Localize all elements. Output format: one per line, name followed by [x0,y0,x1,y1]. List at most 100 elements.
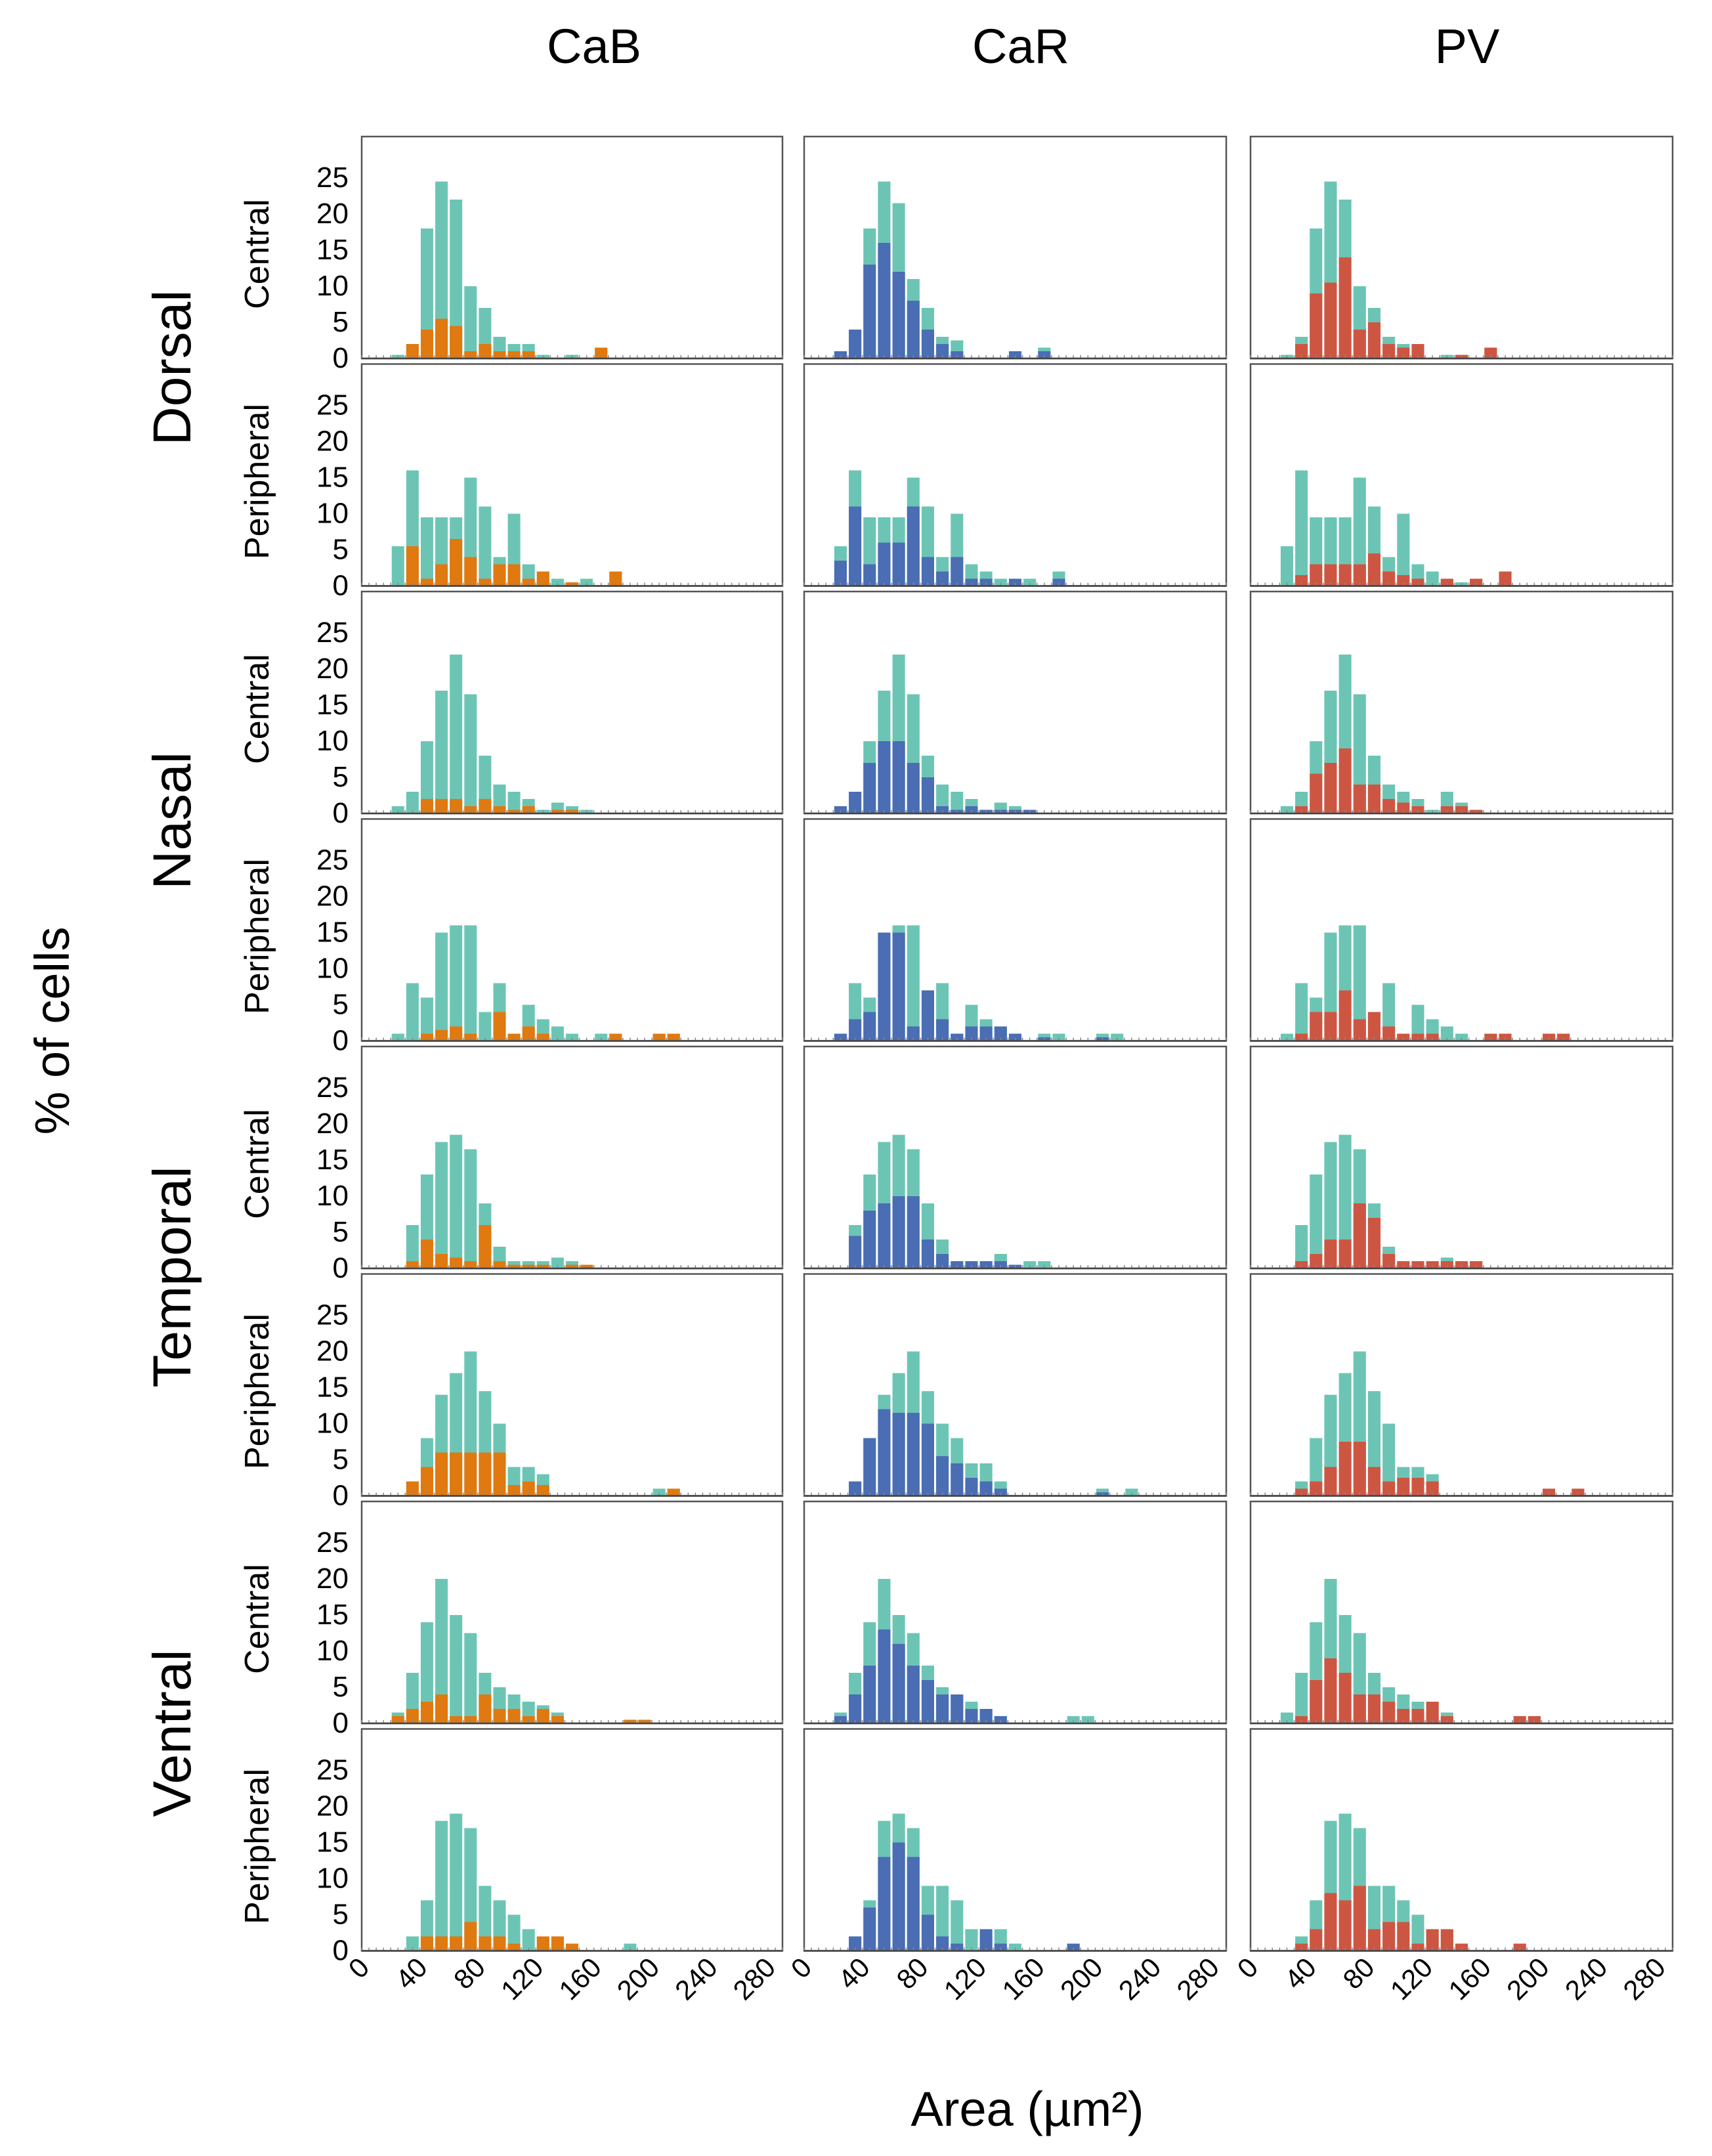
marker-bar [921,1680,934,1723]
marker-bar [1367,1467,1380,1496]
marker-bar [536,1485,549,1496]
marker-bar [878,741,891,813]
x-tick-label: 80 [1337,1952,1380,1995]
total-bar [391,1033,404,1041]
marker-bar [1440,1929,1453,1951]
panel-temporal-central-cab: 0 5 10 15 20 25 Central [238,1045,784,1284]
total-bar [450,1615,463,1723]
marker-bar [1310,1254,1323,1268]
marker-bar [994,1261,1007,1268]
x-tick-label: 80 [890,1952,933,1995]
marker-bar [892,1196,905,1268]
marker-bar [609,1033,622,1041]
total-bar [435,1579,448,1723]
marker-bar [1338,564,1352,586]
marker-bar [1382,1254,1396,1268]
y-tick-label: 5 [333,989,349,1021]
marker-bar [965,806,978,813]
marker-bar [551,1936,564,1951]
marker-bar [1455,1261,1468,1268]
total-bar [1295,1225,1308,1268]
marker-bar [863,564,876,586]
marker-bar [450,539,463,586]
x-tick-label: 160 [1442,1952,1497,2006]
marker-bar [1397,1033,1410,1041]
marker-bar [1067,1943,1080,1951]
marker-bar [1367,1929,1380,1951]
marker-bar [849,792,862,813]
marker-bar [609,571,622,586]
marker-bar [1353,785,1366,813]
marker-bar [907,1857,920,1951]
total-bar [420,1622,433,1723]
region-label-ventral: Ventral [142,1649,202,1817]
marker-bar [1008,351,1022,358]
marker-bar [979,1026,993,1041]
panel-dorsal-peripheral-car [803,363,1228,587]
marker-bar [536,1033,549,1041]
marker-bar [1367,553,1380,586]
y-tick-label: 20 [316,1563,349,1595]
marker-bar [1295,575,1308,586]
total-bar [464,925,477,1041]
marker-bar [493,564,506,586]
marker-bar [1397,575,1410,586]
column-title-pv: PV [1435,19,1500,74]
marker-bar [464,1452,477,1496]
marker-bar [450,799,463,813]
column-title-cab: CaB [547,19,641,74]
marker-bar [1397,802,1410,813]
panel-nasal-central-car [803,590,1228,815]
total-bar [391,806,404,813]
marker-bar [907,1196,920,1268]
marker-bar [951,1943,964,1951]
total-bar [1382,1423,1396,1496]
marker-bar [878,932,891,1041]
panel-ventral-central-pv [1249,1500,1674,1725]
marker-bar [936,1694,949,1723]
panel-nasal-central-cab: 0 5 10 15 20 25 Central [238,590,784,829]
marker-bar [667,1488,680,1496]
y-tick-label: 25 [316,844,349,876]
panel-ventral-peripheral-pv: 0 40 80 120 160 200 240 280 [1231,1728,1674,2006]
marker-bar [1382,571,1396,586]
position-label: Peripheral [238,404,276,559]
total-bar [420,741,433,813]
position-label: Peripheral [238,1314,276,1469]
total-bar [420,228,433,358]
panel-ventral-central-car [803,1500,1228,1725]
marker-bar [1338,1442,1352,1496]
marker-bar [1324,282,1337,358]
y-tick-label: 25 [316,389,349,421]
marker-bar [936,1936,949,1951]
y-tick-label: 0 [333,797,349,829]
marker-bar [1052,578,1065,586]
marker-bar [863,1211,876,1268]
marker-bar [951,351,964,358]
total-bar [420,997,433,1041]
marker-bar [1310,1929,1323,1951]
marker-bar [420,1702,433,1723]
marker-bar [464,351,477,358]
marker-bar [450,1716,463,1723]
y-tick-label: 5 [333,1671,349,1703]
marker-bar [849,506,862,586]
marker-bar [892,1842,905,1951]
panel-dorsal-central-car [803,135,1228,360]
total-bar [580,578,593,586]
marker-bar [1426,1929,1439,1951]
total-bar [936,1886,949,1951]
marker-bar [565,1943,579,1951]
panel-nasal-central-pv [1249,590,1674,815]
marker-bar [1397,1709,1410,1723]
y-tick-label: 15 [316,1371,349,1404]
x-tick-label: 80 [448,1952,491,1995]
marker-bar [1426,1702,1439,1723]
x-tick-label: 120 [1384,1952,1439,2006]
marker-bar [1411,344,1424,358]
marker-bar [907,763,920,813]
total-bar [1280,546,1293,586]
